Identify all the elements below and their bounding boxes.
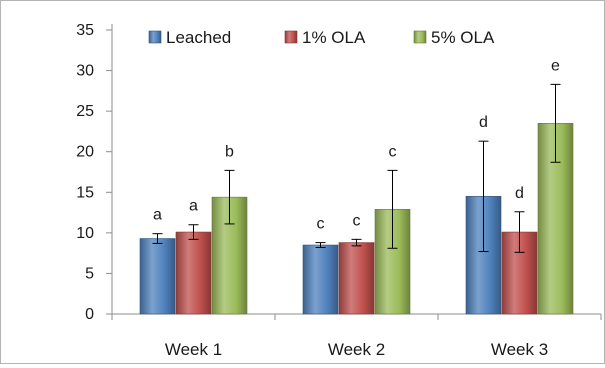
- y-tick-label: 5: [85, 265, 94, 282]
- legend-label: 5% OLA: [431, 28, 495, 47]
- significance-labels: a a b c c c d d e: [153, 57, 560, 232]
- legend-label: Leached: [166, 28, 231, 47]
- significance-label-leached-week-1: a: [153, 207, 162, 224]
- bar-1-ola-week-2: [338, 242, 375, 315]
- legend-swatch: [413, 30, 427, 44]
- significance-label-1-ola-week-3: d: [515, 185, 524, 202]
- legend-item-5-ola: 5% OLA: [413, 28, 495, 47]
- error-bar-leached-week-3: [478, 140, 489, 253]
- axes: 0 5 10 15 20 25 30 35 Week 1 Week 2 Week 3: [76, 22, 602, 359]
- error-bar-leached-week-2: [315, 242, 326, 248]
- error-bar-leached-week-1: [152, 233, 163, 244]
- significance-label-5-ola-week-1: b: [225, 143, 234, 160]
- significance-label-5-ola-week-3: e: [551, 57, 560, 74]
- error-bar-5-ola-week-1: [224, 169, 235, 225]
- error-bars: [152, 83, 561, 253]
- y-tick-label: 15: [76, 184, 94, 201]
- error-bar-1-ola-week-1: [188, 224, 199, 240]
- error-bar-1-ola-week-3: [514, 211, 525, 253]
- error-bar-5-ola-week-3: [550, 83, 561, 163]
- legend-swatch: [284, 30, 298, 44]
- y-tick-label: 10: [76, 225, 94, 242]
- legend-swatch: [148, 30, 162, 44]
- significance-label-5-ola-week-2: c: [389, 143, 397, 160]
- y-tick-label: 30: [76, 63, 94, 80]
- category-label-week-1: Week 1: [165, 340, 222, 359]
- legend: Leached 1% OLA 5% OLA: [148, 28, 495, 47]
- category-label-week-2: Week 2: [328, 340, 385, 359]
- legend-label: 1% OLA: [302, 28, 366, 47]
- significance-label-leached-week-3: d: [479, 114, 488, 131]
- significance-label-1-ola-week-2: c: [353, 212, 361, 229]
- category-label-week-3: Week 3: [491, 340, 548, 359]
- bar-1-ola-week-1: [175, 231, 212, 315]
- significance-label-leached-week-2: c: [317, 216, 325, 233]
- y-tick-label: 0: [85, 306, 94, 323]
- y-tick-label: 20: [76, 144, 94, 161]
- bars: [139, 123, 574, 315]
- error-bar-5-ola-week-2: [387, 169, 398, 249]
- y-tick-label: 25: [76, 103, 94, 120]
- legend-item-1-ola: 1% OLA: [284, 28, 366, 47]
- significance-label-1-ola-week-1: a: [189, 198, 198, 215]
- bar-leached-week-1: [139, 238, 176, 315]
- bar-leached-week-2: [302, 244, 339, 315]
- error-bar-1-ola-week-2: [351, 238, 362, 247]
- legend-item-leached: Leached: [148, 28, 231, 47]
- y-tick-label: 35: [76, 22, 94, 39]
